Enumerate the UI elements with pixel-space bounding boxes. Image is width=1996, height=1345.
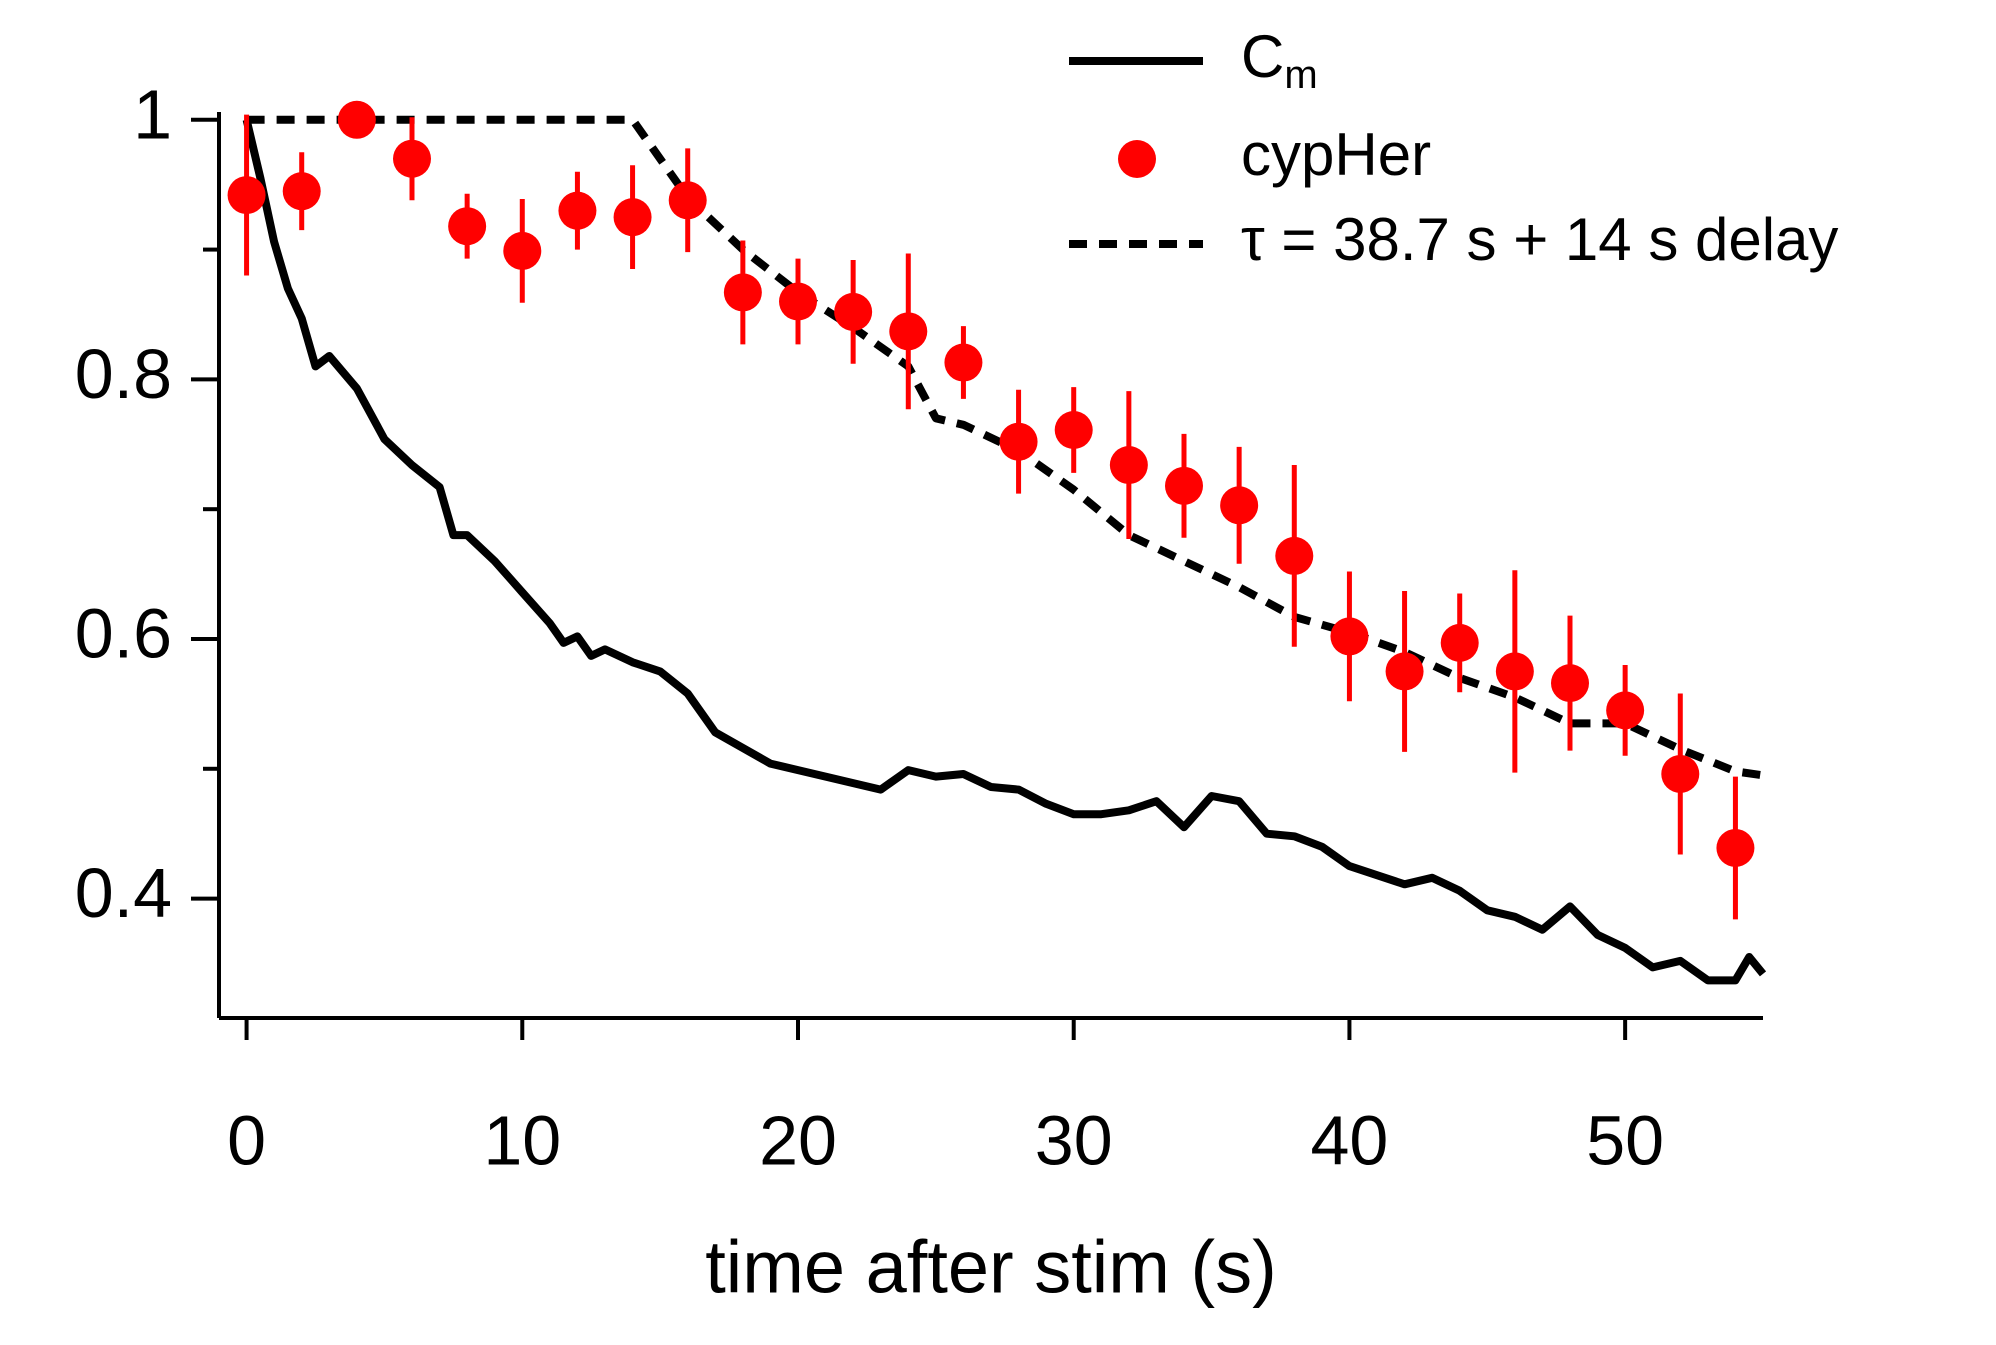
marker bbox=[999, 422, 1038, 461]
x-tick-label: 40 bbox=[1310, 1101, 1388, 1179]
x-tick-label: 0 bbox=[227, 1101, 266, 1179]
marker bbox=[944, 343, 983, 382]
marker bbox=[779, 282, 817, 321]
marker bbox=[1275, 536, 1314, 575]
x-tick-label: 30 bbox=[1035, 1101, 1113, 1179]
marker bbox=[503, 231, 542, 270]
marker bbox=[1165, 466, 1203, 505]
marker bbox=[337, 100, 376, 139]
legend-label: τ = 38.7 s + 14 s delay bbox=[1241, 206, 1838, 273]
marker bbox=[1220, 486, 1259, 525]
marker bbox=[1109, 446, 1148, 485]
marker bbox=[393, 139, 431, 178]
marker bbox=[1495, 652, 1534, 691]
y-tick-label: 0.8 bbox=[75, 335, 172, 413]
x-axis-label: time after stim (s) bbox=[705, 1226, 1276, 1309]
legend-label: cypHer bbox=[1241, 121, 1431, 188]
marker bbox=[668, 181, 707, 220]
marker bbox=[1551, 664, 1589, 703]
marker bbox=[558, 191, 597, 230]
x-tick-label: 20 bbox=[759, 1101, 837, 1179]
marker bbox=[834, 292, 873, 331]
marker bbox=[723, 273, 762, 312]
marker bbox=[282, 172, 321, 211]
marker bbox=[1330, 617, 1369, 656]
marker bbox=[1716, 828, 1755, 867]
legend-marker bbox=[1118, 140, 1156, 178]
y-tick-label: 1 bbox=[133, 75, 172, 153]
marker bbox=[1054, 411, 1093, 450]
y-tick-label: 0.4 bbox=[75, 854, 172, 932]
data-line bbox=[242, 118, 1767, 985]
marker bbox=[1606, 691, 1645, 730]
marker bbox=[1661, 754, 1700, 793]
x-tick-label: 50 bbox=[1586, 1101, 1664, 1179]
marker bbox=[1385, 652, 1424, 691]
marker bbox=[613, 198, 652, 237]
y-tick-label: 0.6 bbox=[75, 594, 172, 672]
marker bbox=[227, 176, 266, 215]
marker bbox=[889, 312, 928, 351]
marker bbox=[448, 207, 487, 246]
marker bbox=[1440, 623, 1479, 662]
legend-label: Cm bbox=[1241, 23, 1318, 97]
x-tick-label: 10 bbox=[483, 1101, 561, 1179]
